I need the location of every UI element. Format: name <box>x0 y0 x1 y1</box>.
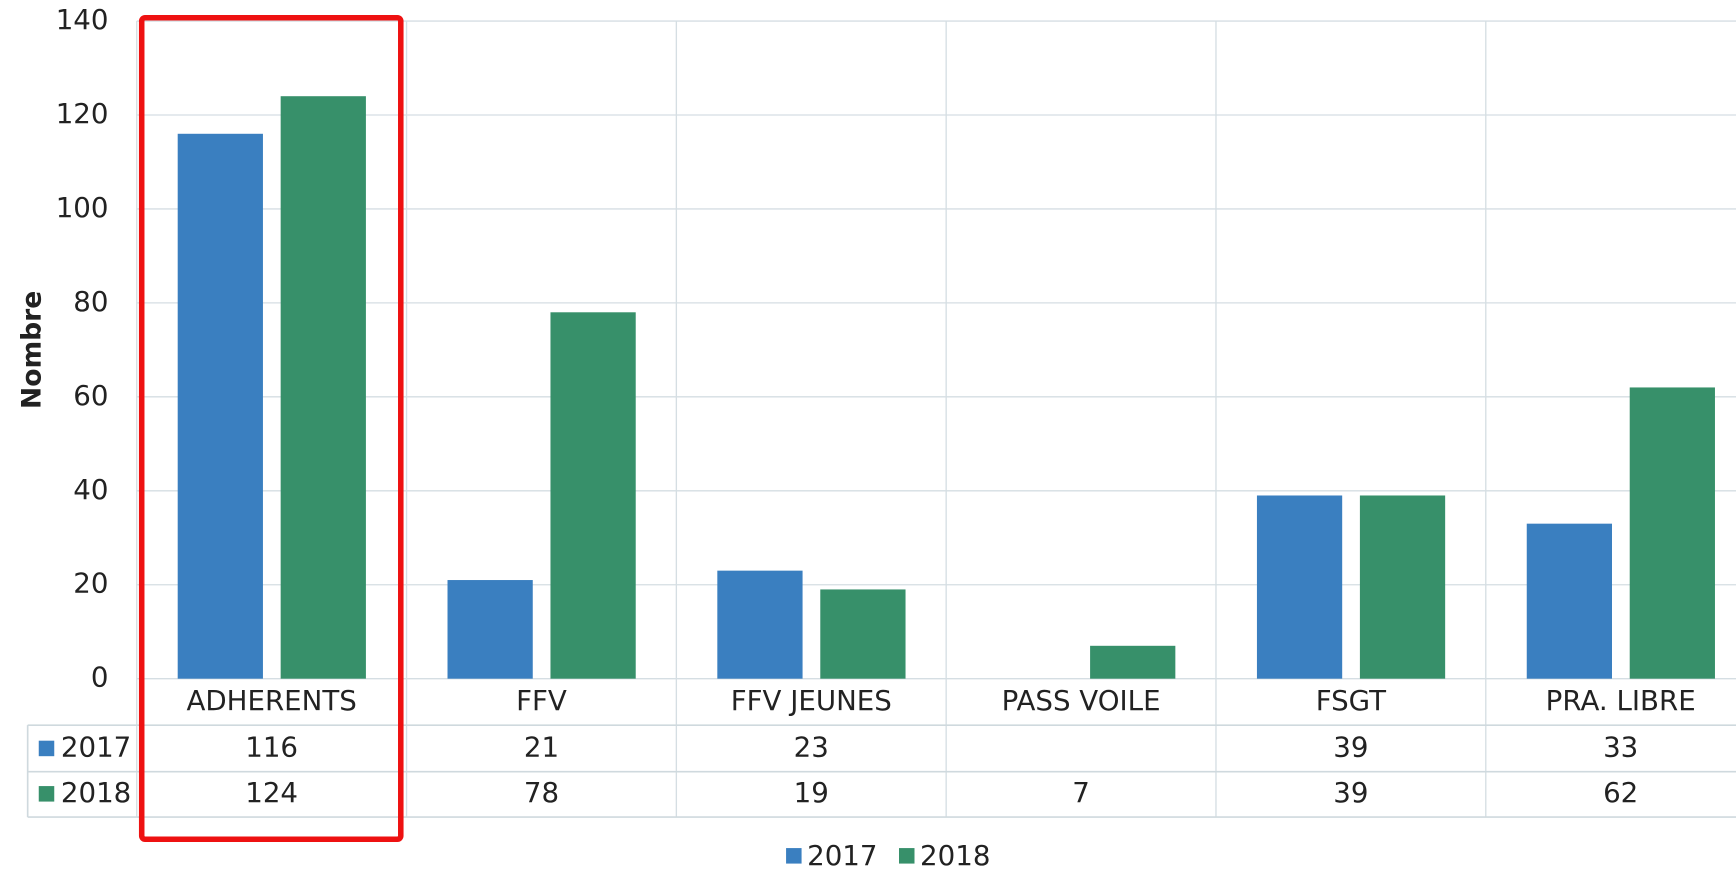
table-cell: 21 <box>524 730 559 763</box>
table-cell: 33 <box>1603 730 1638 763</box>
highlight-box <box>138 14 404 842</box>
plot: 0 20 40 60 80 100 120 140 ADHERENTS 116 124 FFV 21 78… <box>26 3 1736 872</box>
bar <box>177 133 263 679</box>
bar <box>1526 523 1612 679</box>
bar <box>1090 645 1176 679</box>
bar <box>1359 495 1446 679</box>
table-cell: 39 <box>1333 776 1368 809</box>
table-cell: 19 <box>794 776 829 809</box>
table-cell: 78 <box>524 776 559 809</box>
table-row-label: 2017 <box>61 730 131 763</box>
x-tick-label: ADHERENTS <box>186 684 356 717</box>
bar <box>717 570 803 679</box>
y-tick-label: 80 <box>73 285 108 318</box>
y-tick-label: 40 <box>73 473 108 506</box>
y-axis-label: Nombre <box>17 291 48 409</box>
y-tick-label: 0 <box>91 661 109 694</box>
bar <box>1629 387 1715 679</box>
table-cell: 39 <box>1333 730 1368 763</box>
x-tick-label: PRA. LIBRE <box>1546 684 1696 717</box>
table-cell: 62 <box>1603 776 1638 809</box>
table-row-label: 2018 <box>61 776 131 809</box>
table-legend-key <box>38 740 55 757</box>
legend-label: 2017 <box>807 839 877 872</box>
bar <box>550 312 636 679</box>
table-cell: 124 <box>245 776 298 809</box>
table-legend-key <box>38 786 55 802</box>
y-tick-label: 140 <box>56 3 109 36</box>
table-cell: 23 <box>794 730 829 763</box>
bar <box>280 96 366 679</box>
legend-key <box>786 848 802 864</box>
bar <box>447 580 533 679</box>
bar <box>820 589 906 679</box>
x-tick-label: PASS VOILE <box>1002 684 1161 717</box>
legend-key <box>899 848 915 864</box>
legend-label: 2018 <box>920 839 990 872</box>
x-tick-label: FSGT <box>1316 684 1386 717</box>
x-tick-label: FFV <box>516 684 567 717</box>
y-tick-label: 120 <box>56 97 109 130</box>
y-tick-label: 60 <box>73 379 108 412</box>
y-tick-label: 20 <box>73 567 108 600</box>
table-cell: 116 <box>245 730 298 763</box>
y-tick-label: 100 <box>56 191 109 224</box>
x-tick-label: FFV JEUNES <box>731 684 892 717</box>
table-cell: 7 <box>1072 776 1090 809</box>
bar <box>1256 495 1343 679</box>
